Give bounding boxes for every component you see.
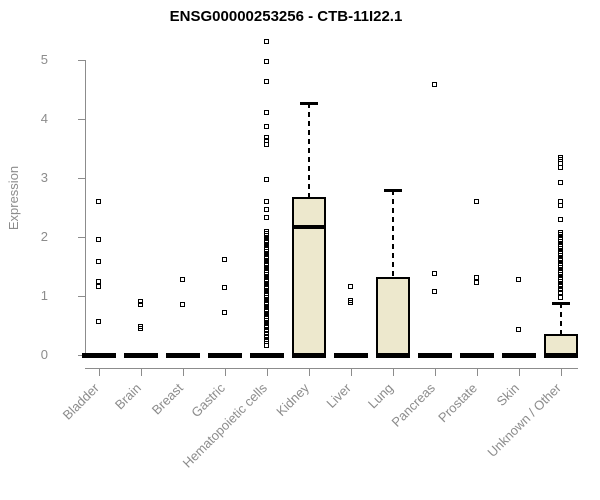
outlier-point [180,301,185,307]
x-axis-tick [561,368,562,376]
outlier-point [222,309,227,315]
outlier-point [474,280,479,286]
outlier-point [348,283,353,289]
outlier-point [264,199,269,205]
x-axis-tick [183,368,184,376]
y-axis-tick [78,178,85,179]
x-axis-tick [225,368,226,376]
outlier-point [264,58,269,64]
outlier-point [516,327,521,333]
x-axis-tick [477,368,478,376]
box-lung [376,277,410,355]
outlier-point [138,326,143,332]
zero-bar-pancreas [418,353,452,358]
y-axis-tick [78,60,85,61]
outlier-point [474,198,479,204]
outlier-point [264,135,269,141]
x-axis-tick [309,368,310,376]
outlier-point [96,318,101,324]
outlier-point [264,38,269,44]
whisker-line-unknown-other [560,303,562,335]
outlier-point [558,164,563,170]
outlier-point [264,141,269,147]
outlier-point [558,203,563,209]
zero-bar-brain [124,353,158,358]
box-bottom-lung [376,353,410,358]
outlier-point [96,236,101,242]
y-tick-label: 4 [40,111,48,126]
y-axis-line [85,60,86,355]
y-tick-label: 3 [40,170,48,185]
outlier-point [558,180,563,186]
whisker-line-lung [392,189,394,278]
outlier-point [558,216,563,222]
zero-bar-gastric [208,353,242,358]
outlier-point [558,198,563,204]
y-tick-label: 5 [40,52,48,67]
x-axis-tick [519,368,520,376]
x-axis-tick [435,368,436,376]
outlier-point [474,274,479,280]
whisker-cap-kidney [300,102,318,106]
whisker-cap-lung [384,188,402,192]
outlier-point [264,123,269,129]
median-line-kidney [292,224,326,229]
x-axis-tick [267,368,268,376]
x-axis-line [85,368,578,369]
outlier-point [96,283,101,289]
zero-bar-breast [166,353,200,358]
box-bottom-unknown-other [544,353,578,358]
outlier-point [222,285,227,291]
outlier-point [264,330,269,336]
outlier-point [96,198,101,204]
x-axis-tick [141,368,142,376]
y-axis-tick [78,296,85,297]
x-axis-tick [99,368,100,376]
y-tick-label: 1 [40,288,48,303]
outlier-point [516,277,521,283]
y-axis-tick [78,119,85,120]
box-kidney [292,196,326,355]
outlier-point [264,110,269,116]
outlier-point [264,79,269,85]
zero-bar-prostate [460,353,494,358]
outlier-point [558,284,563,290]
outlier-point [180,277,185,283]
outlier-point [264,206,269,212]
whisker-cap-unknown-other [552,302,570,306]
outlier-point [264,333,269,339]
y-axis-tick [78,237,85,238]
outlier-point [222,257,227,262]
zero-bar-liver [334,353,368,358]
whisker-line-kidney [308,103,310,197]
outlier-point [264,215,269,221]
x-axis-tick [393,368,394,376]
outlier-point [264,343,269,349]
outlier-point [348,300,353,306]
outlier-point [96,258,101,264]
chart-title: ENSG00000253256 - CTB-11I22.1 [169,8,403,25]
outlier-point [558,287,563,293]
outlier-point [138,301,143,307]
outlier-point [432,81,437,87]
outlier-point [558,294,563,300]
outlier-point [96,278,101,284]
y-axis-tick [78,355,85,356]
outlier-point [432,288,437,294]
y-tick-label: 0 [40,347,48,362]
zero-bar-hematopoietic-cells [250,353,284,358]
y-tick-label: 2 [40,229,48,244]
outlier-point [558,290,563,296]
x-axis-tick [351,368,352,376]
zero-bar-bladder [82,353,116,358]
box-bottom-kidney [292,353,326,358]
zero-bar-skin [502,353,536,358]
outlier-point [264,176,269,182]
outlier-point [432,270,437,276]
box-unknown-other [544,334,578,355]
